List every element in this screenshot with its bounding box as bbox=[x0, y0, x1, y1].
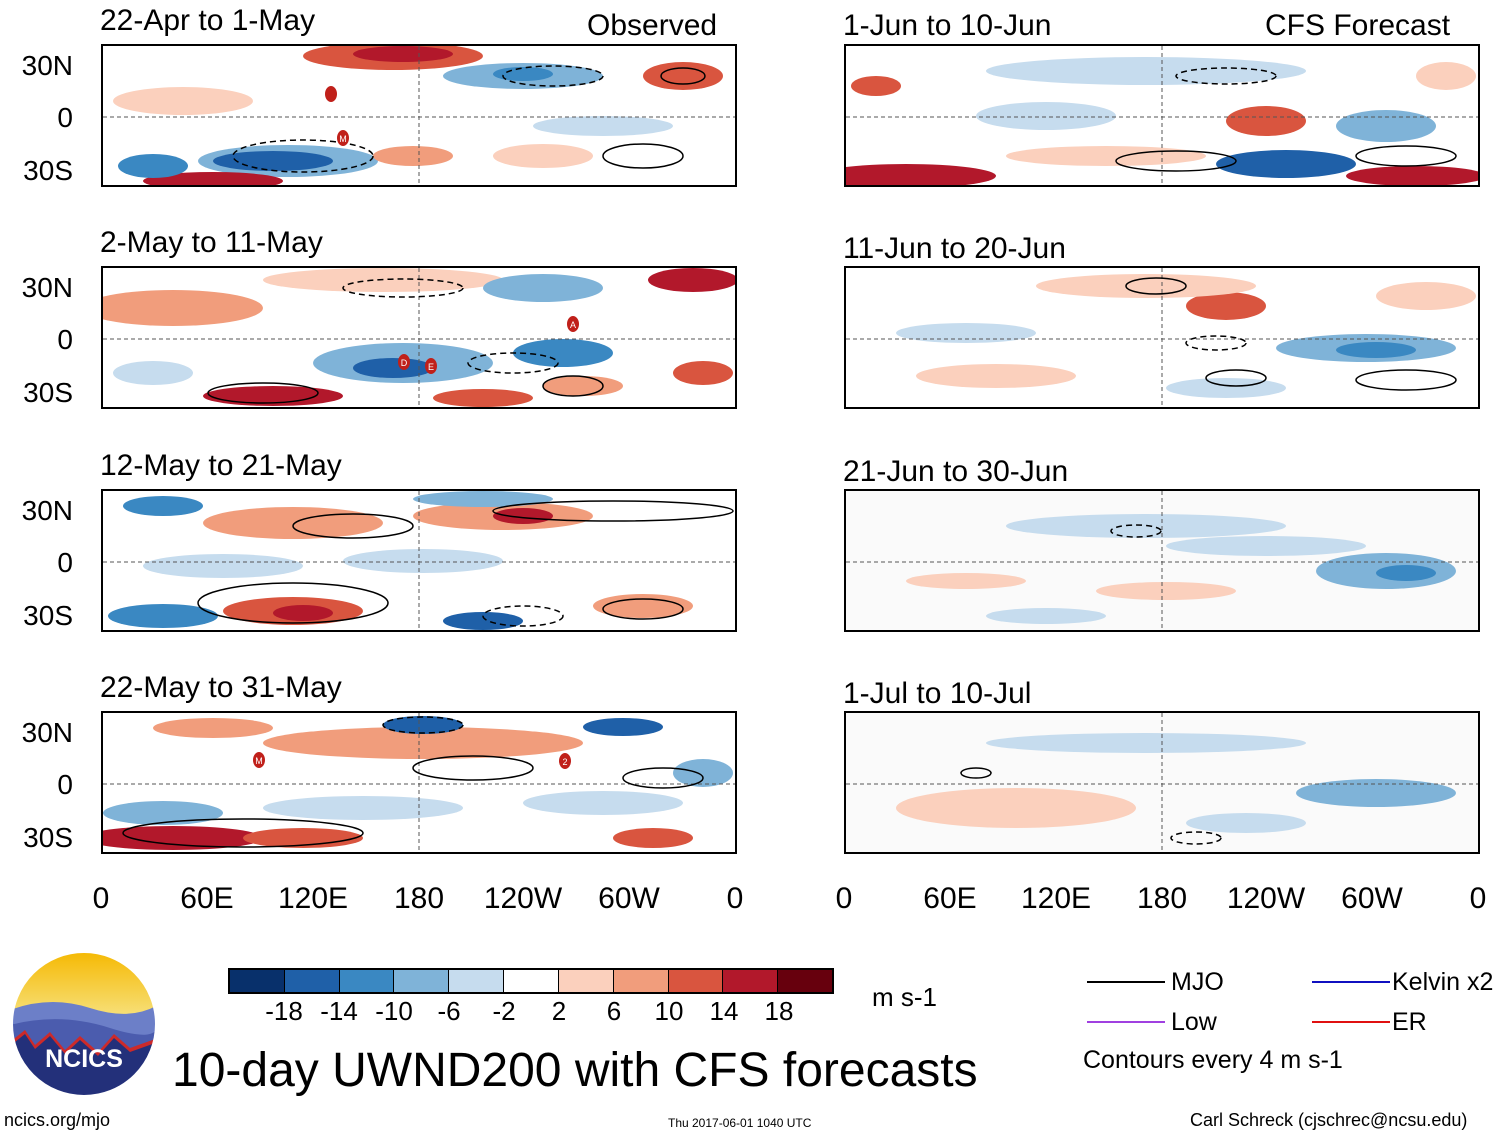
legend-line-kelvin bbox=[1312, 981, 1390, 983]
uwnd-field bbox=[846, 491, 1478, 630]
panel-title-forecast-1: 1-Jun to 10-Jun bbox=[843, 9, 1052, 42]
colorbar-swatch bbox=[503, 970, 558, 992]
storm-marker bbox=[337, 130, 349, 146]
map-panel-observed-2: A D E bbox=[101, 266, 737, 409]
lat-label-0: 0 bbox=[57, 324, 73, 355]
ncics-logo: NCICS bbox=[10, 950, 158, 1098]
storm-marker-label: M bbox=[255, 756, 263, 766]
lon-label: 180 bbox=[393, 882, 445, 915]
panel-title-observed-1: 22-Apr to 1-May bbox=[100, 4, 316, 37]
lat-label-0: 0 bbox=[57, 547, 73, 578]
uwnd-field bbox=[846, 46, 1478, 185]
logo-text: NCICS bbox=[45, 1045, 123, 1073]
panel-title-observed-4: 22-May to 31-May bbox=[100, 671, 342, 704]
map-panel-forecast-1 bbox=[844, 44, 1480, 187]
forecast-label: CFS Forecast bbox=[1265, 9, 1451, 42]
colorbar-swatch bbox=[448, 970, 504, 992]
uwnd-field bbox=[846, 268, 1478, 407]
colorbar-tick: 2 bbox=[551, 996, 567, 1026]
lon-label: 60E bbox=[923, 882, 977, 915]
storm-marker-label: 2 bbox=[562, 757, 567, 767]
legend-label-mjo: MJO bbox=[1171, 968, 1224, 996]
colorbar-swatch bbox=[230, 970, 284, 992]
storm-marker-label: A bbox=[570, 320, 576, 330]
colorbar-units: m s-1 bbox=[872, 982, 937, 1012]
observed-label: Observed bbox=[587, 9, 718, 42]
colorbar-swatch bbox=[393, 970, 449, 992]
uwnd-field bbox=[103, 491, 735, 630]
lon-label: 0 bbox=[726, 882, 744, 915]
colorbar-tick: 14 bbox=[709, 996, 739, 1026]
lon-label: 60W bbox=[598, 882, 660, 915]
lon-label: 180 bbox=[1136, 882, 1188, 915]
colorbar-swatch bbox=[338, 970, 394, 992]
lat-label-30s: 30S bbox=[23, 377, 73, 408]
storm-marker-label: D bbox=[401, 358, 408, 368]
colorbar-tick: 10 bbox=[654, 996, 684, 1026]
lon-label: 0 bbox=[92, 882, 110, 915]
legend-note: Contours every 4 m s-1 bbox=[1083, 1046, 1343, 1074]
panel-title-observed-2: 2-May to 11-May bbox=[100, 226, 323, 259]
lon-label: 120E bbox=[277, 882, 349, 915]
colorbar-swatch bbox=[612, 970, 668, 992]
colorbar-swatch bbox=[777, 970, 832, 992]
storm-marker-label: E bbox=[428, 362, 434, 372]
panel-title-forecast-3: 21-Jun to 30-Jun bbox=[843, 455, 1069, 488]
lat-label-30n: 30N bbox=[21, 495, 73, 526]
colorbar-tick: -18 bbox=[265, 996, 303, 1026]
panel-title-forecast-4: 1-Jul to 10-Jul bbox=[843, 677, 1032, 710]
map-panel-forecast-4 bbox=[844, 711, 1480, 854]
panel-title-forecast-2: 11-Jun to 20-Jun bbox=[843, 232, 1066, 265]
lon-label: 0 bbox=[835, 882, 853, 915]
map-panel-forecast-2 bbox=[844, 266, 1480, 409]
colorbar-tick: -10 bbox=[375, 996, 413, 1026]
legend-label-kelvin: Kelvin x2 bbox=[1392, 968, 1494, 996]
footer-timestamp: Thu 2017-06-01 1040 UTC bbox=[668, 1116, 812, 1130]
lat-label-30s: 30S bbox=[23, 600, 73, 631]
colorbar-tick: -14 bbox=[320, 996, 358, 1026]
lat-label-30s: 30S bbox=[23, 155, 73, 186]
map-panel-observed-3 bbox=[101, 489, 737, 632]
lon-label: 120W bbox=[1226, 882, 1306, 915]
legend-label-er: ER bbox=[1392, 1008, 1427, 1036]
lon-label: 120W bbox=[483, 882, 563, 915]
uwnd-field: M bbox=[103, 46, 735, 185]
legend-line-er bbox=[1312, 1021, 1390, 1023]
colorbar-swatch bbox=[557, 970, 613, 992]
lat-label-0: 0 bbox=[57, 102, 73, 133]
lat-label-30s: 30S bbox=[23, 822, 73, 853]
footer-credit: Carl Schreck (cjschrec@ncsu.edu) bbox=[1190, 1110, 1468, 1130]
lon-label: 60W bbox=[1341, 882, 1403, 915]
colorbar-tick: -6 bbox=[437, 996, 461, 1026]
legend-line-mjo bbox=[1087, 981, 1165, 983]
lon-label: 60E bbox=[180, 882, 234, 915]
lon-label: 0 bbox=[1469, 882, 1487, 915]
uwnd-field bbox=[846, 713, 1478, 852]
lat-label-0: 0 bbox=[57, 769, 73, 800]
legend-label-low: Low bbox=[1171, 1008, 1217, 1036]
legend-line-low bbox=[1087, 1021, 1165, 1023]
colorbar-tick: 18 bbox=[764, 996, 794, 1026]
colorbar-tick: -2 bbox=[492, 996, 516, 1026]
lon-label: 120E bbox=[1020, 882, 1092, 915]
uwnd-field: M 2 bbox=[103, 713, 735, 852]
lat-label-30n: 30N bbox=[21, 717, 73, 748]
colorbar-swatch bbox=[722, 970, 778, 992]
storm-marker-label: M bbox=[339, 134, 347, 144]
colorbar-tick: 6 bbox=[606, 996, 622, 1026]
lat-label-30n: 30N bbox=[21, 50, 73, 81]
colorbar-swatch bbox=[667, 970, 723, 992]
panel-title-observed-3: 12-May to 21-May bbox=[100, 449, 342, 482]
map-panel-observed-1: M bbox=[101, 44, 737, 187]
main-title: 10-day UWND200 with CFS forecasts bbox=[172, 1044, 978, 1097]
map-panel-observed-4: M 2 bbox=[101, 711, 737, 854]
colorbar-swatch bbox=[283, 970, 339, 992]
footer-url[interactable]: ncics.org/mjo bbox=[4, 1110, 111, 1130]
colorbar bbox=[228, 968, 834, 994]
map-panel-forecast-3 bbox=[844, 489, 1480, 632]
uwnd-field: A D E bbox=[103, 268, 735, 407]
lat-label-30n: 30N bbox=[21, 272, 73, 303]
